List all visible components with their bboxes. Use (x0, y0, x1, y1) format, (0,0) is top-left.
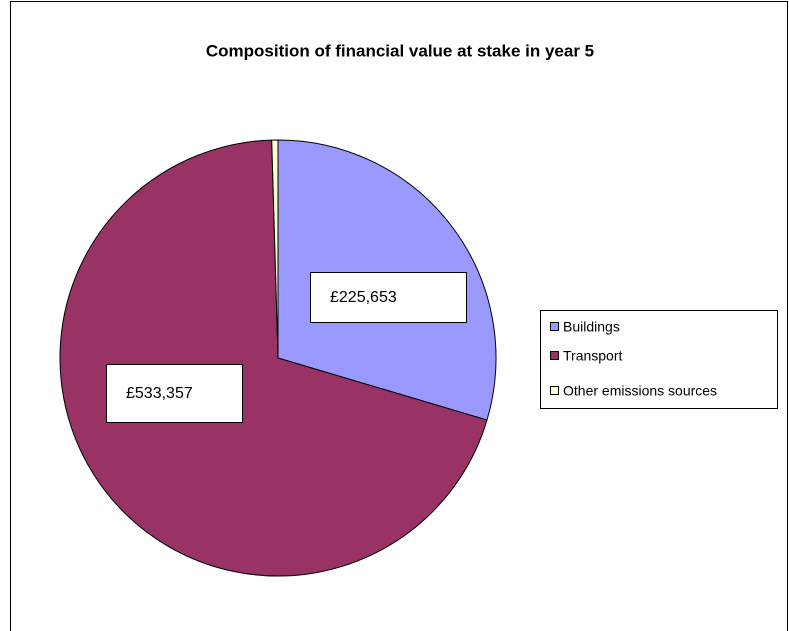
legend-box (540, 310, 778, 409)
legend-label: Transport (563, 348, 623, 364)
legend-label: Buildings (563, 319, 620, 335)
pie-slice (59, 139, 488, 577)
pie-slice (271, 139, 279, 359)
legend-swatch (550, 351, 559, 360)
data-label-box (310, 272, 467, 323)
legend-swatch (550, 386, 559, 395)
chart-title: Composition of financial value at stake … (206, 41, 594, 60)
data-label-box (106, 364, 243, 423)
data-label: £533,357 (126, 385, 193, 402)
data-label: £225,653 (330, 289, 397, 306)
legend-swatch (550, 322, 559, 331)
legend-label: Other emissions sources (563, 383, 717, 399)
